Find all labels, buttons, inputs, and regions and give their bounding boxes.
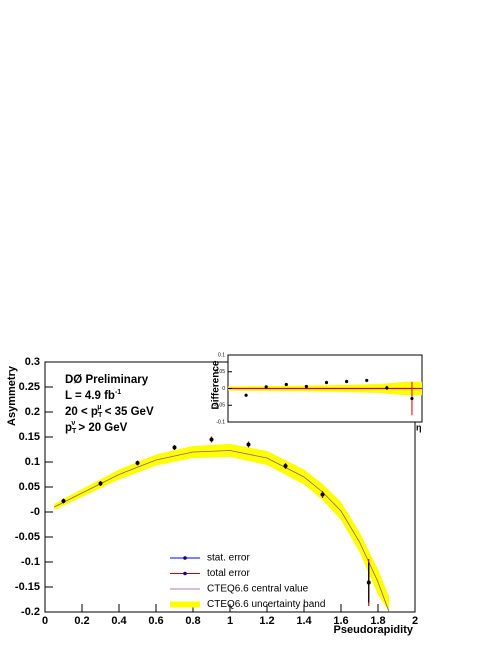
data-point [135,461,140,465]
legend-label: CTEQ6.6 uncertainty band [207,599,325,610]
annotation-part: ν [71,420,75,427]
data-point [246,442,251,447]
x-tick-label: 1.4 [296,615,312,627]
y-tick-label: -0.05 [15,531,40,543]
data-point [366,580,371,585]
x-tick-label: 1.8 [370,615,385,627]
annotation-part: > 20 GeV [75,422,127,434]
y-tick-label: -0.05 [214,403,226,409]
data-point [283,464,288,468]
annotation: pTν > 20 GeV [65,420,128,435]
y-tick-label: 0.25 [19,381,40,393]
y-tick-label: 0.15 [19,431,40,443]
x-tick-label: 1.6 [333,615,348,627]
x-tick-label: 1 [227,615,233,627]
y-tick-label: 0.3 [25,356,40,368]
legend-marker [183,556,187,560]
data-point [324,380,329,385]
annotation-part: < 35 GeV [102,406,154,418]
inset-plot: -0.1 -0.05 0 0.05 0.1 [214,352,423,425]
y-tick-label: 0 [222,386,225,392]
x-tick-label: 0.8 [185,615,200,627]
data-point [61,499,66,503]
y-tick-label: -0.15 [15,581,40,593]
data-point [172,445,177,450]
annotation: L = 4.9 fb-1 [65,389,121,402]
data-point [345,379,349,384]
y-tick-label: -0.1 [216,419,225,425]
data-point [304,384,309,389]
x-tick-label: 0.4 [111,615,127,627]
annotation: DØ Preliminary [65,374,149,386]
y-tick-label: -0.2 [21,606,40,618]
x-tick-label: 0.6 [148,615,163,627]
annotation-part: μ [97,404,101,411]
legend-marker [183,571,187,576]
inset-x-label: η [416,422,422,432]
data-point [209,437,214,442]
data-point [320,492,325,497]
y-tick-label: 0.1 [25,456,40,468]
data-point [365,378,369,383]
data-point [284,382,288,387]
x-tick-label: 0 [42,615,48,627]
data-point [410,396,414,401]
y-tick-label: 0.1 [218,352,225,358]
x-tick-label: 1.2 [259,615,274,627]
y-tick-label: -0.1 [21,556,40,568]
x-tick-label: 0.2 [74,615,89,627]
annotation-part: T [98,412,103,419]
annotation-part: DØ Preliminary [65,374,149,386]
x-axis-label: Pseudorapidity [334,624,414,636]
data-point [98,481,103,486]
legend-label: CTEQ6.6 central value [207,584,309,595]
data-point [264,385,268,389]
annotation-part: 20 < p [65,406,98,418]
annotation-part: -1 [115,389,121,396]
x-tick-label: 2 [412,615,418,627]
data-point [244,393,248,397]
y-axis-label: Asymmetry [6,365,18,426]
annotation: 20 < pTμ < 35 GeV [65,404,154,419]
y-tick-label: 0.2 [25,406,40,418]
inset-y-label: Difference [211,360,222,409]
annotation-part: T [72,428,77,435]
annotation-part: L = 4.9 fb [65,390,115,402]
y-tick-label: 0.05 [215,369,225,375]
data-point [385,386,389,390]
annotation-part: p [65,422,72,434]
y-tick-label: 0.05 [19,481,40,493]
legend-label: stat. error [207,553,250,564]
legend-label: total error [207,568,250,579]
central-value-line [54,450,390,613]
y-tick-label: -0 [30,506,40,518]
